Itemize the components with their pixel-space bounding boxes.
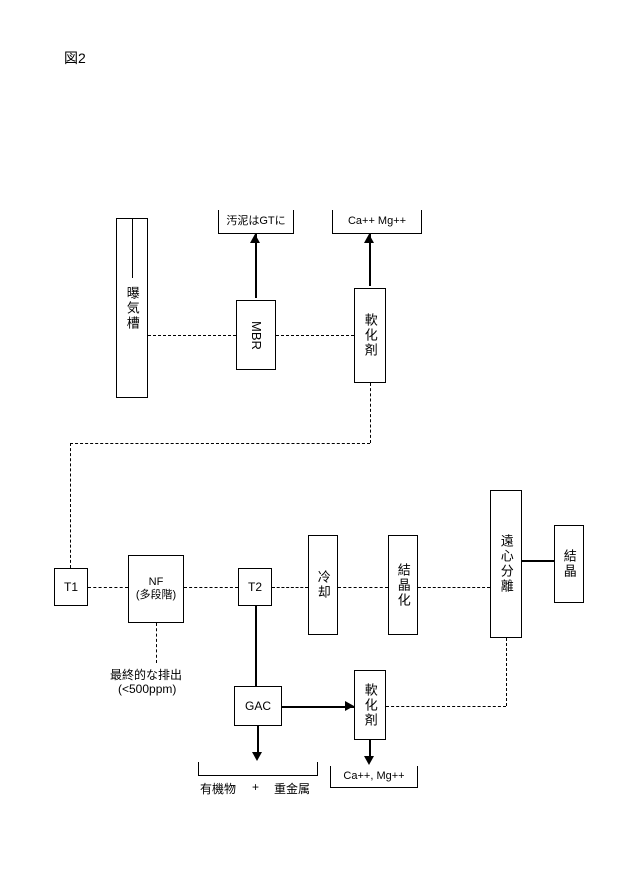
figure-title: 図2: [64, 48, 86, 68]
label-plus: +: [252, 780, 259, 794]
label-organics: 有機物: [200, 780, 236, 797]
node-centrifuge: 遠心分離: [490, 490, 522, 638]
arrow-mbr-sludge: [250, 234, 260, 243]
node-t2: T2: [238, 568, 272, 606]
node-t1: T1: [54, 568, 88, 606]
conn-mbr-sludge: [255, 234, 257, 298]
node-softener-2: 軟化剤: [354, 670, 386, 740]
conn-cent-down: [506, 638, 507, 706]
node-softener-1: 軟化剤: [354, 288, 386, 383]
label-ca-mg-top: Ca++ Mg++: [332, 210, 422, 234]
label-discharge-1: 最終的な排出: [110, 666, 182, 683]
conn-cool-cryst: [338, 587, 388, 588]
conn-nf-discharge: [156, 623, 157, 663]
conn-down-t1: [70, 443, 71, 568]
label-discharge-2: (<500ppm): [118, 682, 176, 696]
arrow-soft1-camg: [364, 234, 374, 243]
conn-t2-gac: [255, 606, 257, 686]
node-nf: NF (多段階): [128, 555, 184, 623]
label-ca-mg-bottom: Ca++, Mg++: [330, 766, 418, 788]
conn-t1-nf: [88, 587, 128, 588]
aeration-divider: [132, 218, 133, 278]
node-mbr: MBR: [236, 300, 276, 370]
conn-soft1-down: [370, 383, 371, 443]
bracket-organics-hm: [198, 762, 318, 776]
conn-cent-soft2: [386, 706, 506, 707]
conn-cryst-cent: [418, 587, 490, 588]
node-crystallization: 結晶化: [388, 535, 418, 635]
conn-mbr-soft1: [276, 335, 354, 336]
label-sludge: 汚泥はGTに: [218, 210, 294, 234]
label-heavy-metals: 重金属: [274, 780, 310, 797]
node-crystal-out: 結晶: [554, 525, 584, 603]
diagram-canvas: 図2 曝気槽 MBR 軟化剤 汚泥はGTに Ca++ Mg++ T1 NF (多…: [0, 0, 622, 874]
arrow-gac-down: [252, 752, 262, 761]
arrow-gac-soft2: [345, 701, 354, 711]
node-gac: GAC: [234, 686, 282, 726]
conn-t2-cool: [272, 587, 308, 588]
conn-nf-t2: [184, 587, 238, 588]
node-cooling: 冷却: [308, 535, 338, 635]
conn-gac-soft2-h: [282, 706, 354, 708]
arrow-soft2-down: [364, 756, 374, 765]
conn-aer-mbr: [148, 335, 236, 336]
conn-soft1-left: [70, 443, 370, 444]
conn-cent-crystal: [522, 560, 554, 562]
